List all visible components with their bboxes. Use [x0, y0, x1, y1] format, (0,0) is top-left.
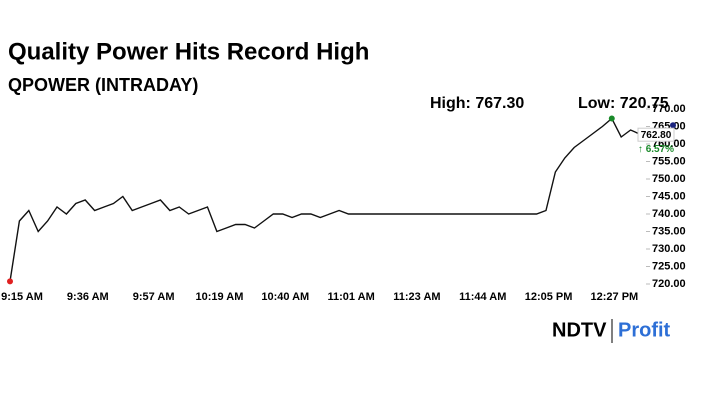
y-tick-label: 750.00 [652, 173, 686, 185]
x-tick-label: 12:05 PM [525, 291, 573, 303]
x-tick-label: 10:19 AM [196, 291, 244, 303]
last-label-box [637, 127, 675, 142]
y-tick-label: 740.00 [652, 208, 686, 220]
y-tick-label: 720.00 [652, 278, 686, 290]
x-tick-label: 11:23 AM [393, 291, 440, 303]
x-tick-label: 9:36 AM [67, 291, 109, 303]
low-marker [7, 278, 13, 285]
x-tick-label: 12:27 PM [591, 291, 639, 303]
chart-title: Quality Power Hits Record High [8, 38, 369, 65]
high-marker [608, 115, 615, 122]
change-label: ↑ 6.57% [638, 144, 674, 155]
chart-subtitle: QPOWER (INTRADAY) [8, 75, 198, 95]
x-tick-label: 11:44 AM [459, 291, 506, 303]
y-tick-label: 745.00 [652, 190, 686, 202]
logo-ndtv: NDTV [552, 319, 607, 341]
high-label: High: 767.30 [430, 95, 524, 112]
last-label: 762.80 [641, 130, 672, 141]
x-tick-label: 9:15 AM [1, 291, 43, 303]
y-tick-label: 735.00 [652, 225, 686, 237]
x-tick-label: 9:57 AM [133, 291, 175, 303]
y-tick-label: 725.00 [652, 260, 686, 272]
x-tick-label: 11:01 AM [327, 291, 374, 303]
logo-profit: Profit [618, 319, 671, 341]
y-tick-label: 770.00 [652, 103, 686, 115]
x-tick-label: 10:40 AM [261, 291, 309, 303]
y-tick-label: 755.00 [652, 155, 686, 167]
price-line [9, 117, 641, 282]
low-label: Low: 720.75 [578, 95, 669, 112]
last-marker [670, 122, 676, 129]
y-tick-label: 730.00 [652, 243, 686, 255]
